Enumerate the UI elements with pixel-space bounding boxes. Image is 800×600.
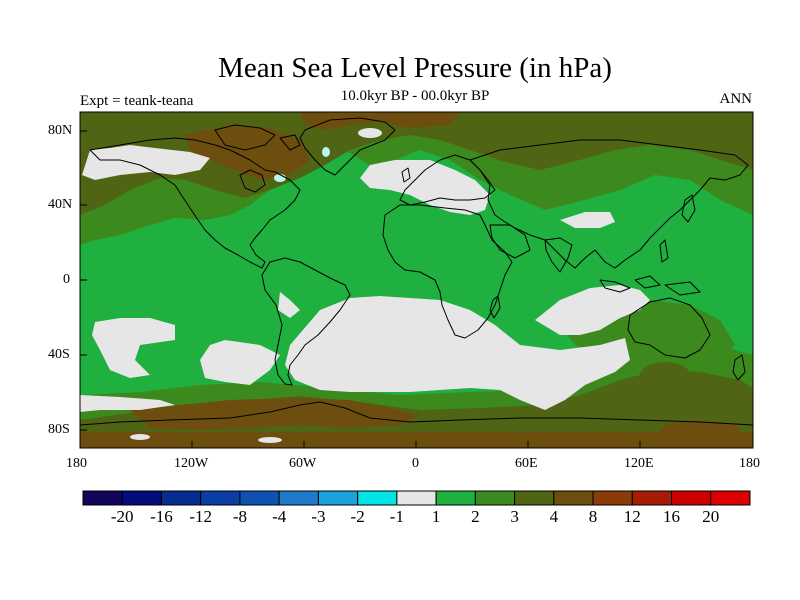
coast-british-isles bbox=[401, 167, 411, 183]
colorbar-swatch bbox=[435, 490, 476, 506]
y-tick-label: 40S bbox=[48, 347, 70, 362]
y-tick-label: 80S bbox=[48, 422, 70, 437]
colorbar-swatch bbox=[239, 490, 280, 506]
chart-subtitle: 10.0kyr BP - 00.0kyr BP bbox=[340, 88, 490, 104]
colorbar-label: 20 bbox=[702, 507, 720, 526]
colorbar-label: 3 bbox=[510, 507, 519, 526]
colorbar-label: 16 bbox=[663, 507, 681, 526]
experiment-label: Expt = teank-teana bbox=[80, 93, 194, 109]
colorbar-label: -12 bbox=[189, 507, 213, 526]
colorbar-label: 4 bbox=[549, 507, 559, 526]
colorbar-swatch bbox=[278, 490, 319, 506]
colorbar-label: 1 bbox=[431, 507, 441, 526]
colorbar-swatch bbox=[317, 490, 359, 506]
coast-madagascar bbox=[489, 295, 501, 319]
coast-south-america bbox=[261, 257, 351, 386]
coast-antarctica bbox=[80, 401, 753, 426]
colorbar-label: -16 bbox=[150, 507, 173, 526]
colorbar-swatch bbox=[671, 490, 712, 506]
coastlines bbox=[80, 117, 753, 426]
colorbar-label: -2 bbox=[350, 507, 365, 526]
colorbar-swatch bbox=[710, 490, 751, 506]
colorbar-label: -1 bbox=[389, 507, 404, 526]
colorbar-swatch bbox=[121, 490, 162, 506]
axis-ticks bbox=[79, 130, 754, 448]
coast-new-zealand bbox=[732, 354, 746, 381]
colorbar-label: -20 bbox=[110, 507, 134, 526]
x-tick-label: 120W bbox=[174, 456, 209, 471]
colorbar-label: -3 bbox=[311, 507, 326, 526]
colorbar-swatch bbox=[396, 490, 437, 506]
colorbar-swatch bbox=[592, 490, 633, 506]
coast-greenland bbox=[299, 117, 396, 176]
season-label: ANN bbox=[719, 91, 753, 107]
colorbar-swatch bbox=[631, 490, 673, 506]
colorbar-swatch bbox=[200, 490, 241, 506]
coast-arabia bbox=[489, 224, 531, 259]
x-tick-label: 180 bbox=[66, 456, 87, 471]
greenland-patch bbox=[130, 128, 382, 443]
field-band-neg1-1 bbox=[80, 145, 650, 412]
coast-arctic-islands bbox=[214, 124, 301, 151]
x-tick-label: 60E bbox=[515, 456, 538, 471]
colorbar-swatch bbox=[553, 490, 594, 506]
colorbar-label: 8 bbox=[588, 507, 598, 526]
x-tick-label: 120E bbox=[624, 456, 654, 471]
colorbar-swatch bbox=[82, 490, 123, 506]
coast-india bbox=[544, 237, 573, 273]
colorbar-swatch bbox=[357, 490, 398, 506]
colorbar-swatch bbox=[160, 490, 202, 506]
x-tick-label: 0 bbox=[412, 456, 419, 471]
x-tick-label: 180 bbox=[739, 456, 760, 471]
colorbar-label: 12 bbox=[623, 507, 641, 526]
coast-australia bbox=[627, 297, 711, 359]
y-tick-label: 80N bbox=[48, 123, 73, 138]
coast-north-america bbox=[89, 137, 301, 269]
colorbar-label: 2 bbox=[471, 507, 480, 526]
colorbar-swatch bbox=[514, 490, 555, 506]
coast-hudson-bay bbox=[239, 169, 266, 193]
colorbar-swatch bbox=[474, 490, 516, 506]
y-tick-label: 0 bbox=[63, 272, 70, 287]
chart-title: Mean Sea Level Pressure (in hPa) bbox=[218, 52, 612, 84]
coast-philippines bbox=[659, 239, 669, 263]
coast-japan bbox=[681, 194, 696, 223]
coast-europe bbox=[399, 154, 496, 206]
coast-africa bbox=[382, 204, 513, 339]
x-tick-label: 60W bbox=[289, 456, 317, 471]
colorbar-label: -8 bbox=[232, 507, 248, 526]
colorbar-label: -4 bbox=[272, 507, 287, 526]
y-tick-label: 40N bbox=[48, 197, 73, 212]
coast-indonesia bbox=[599, 275, 701, 296]
